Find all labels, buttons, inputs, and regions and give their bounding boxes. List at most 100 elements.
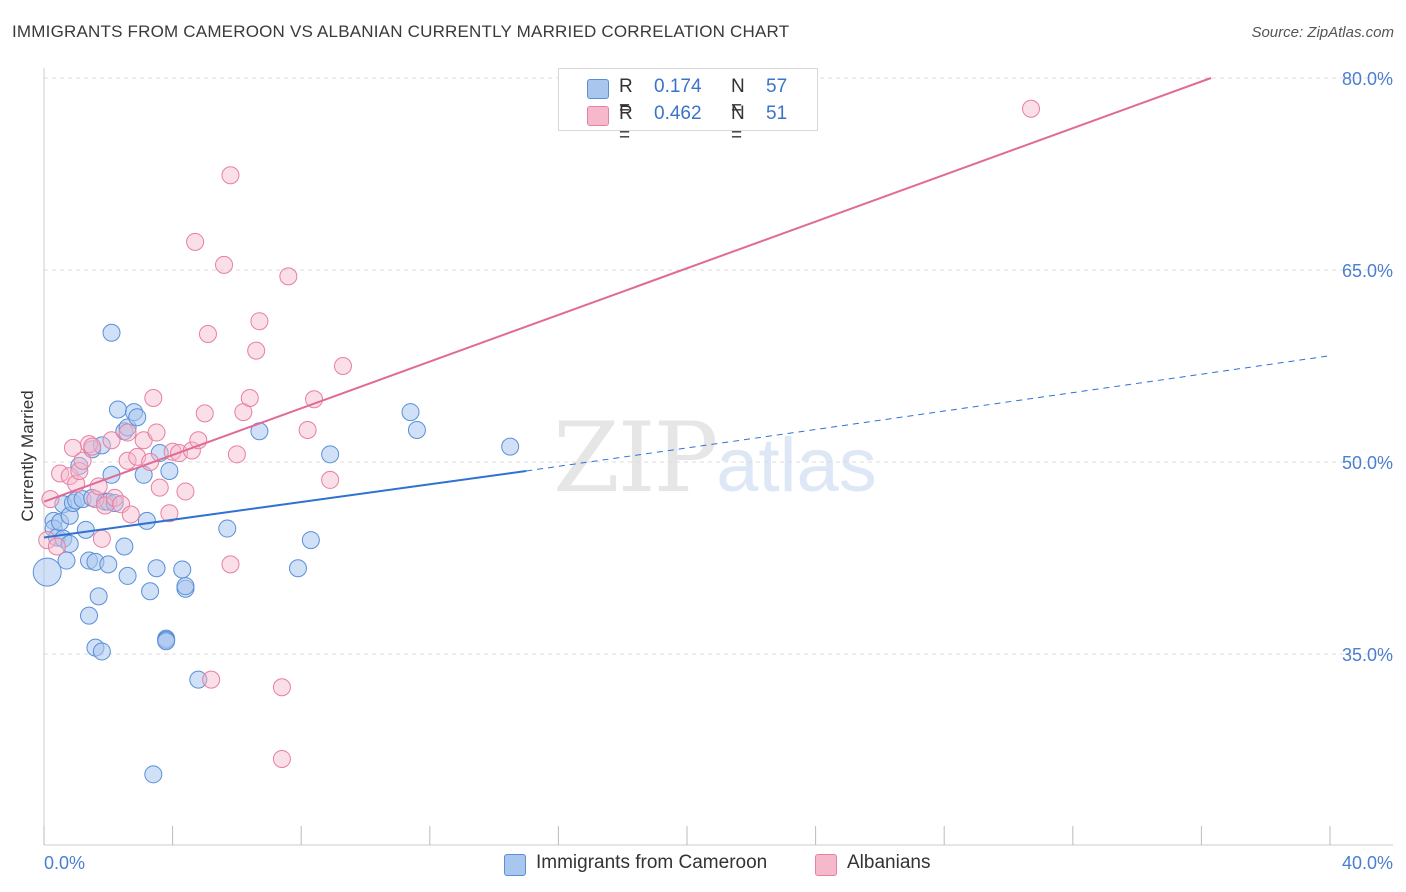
cameroon-trend-extension (526, 355, 1331, 472)
albanian-point (141, 453, 160, 471)
albanian-point (305, 390, 324, 409)
legend-r-label: R = (619, 103, 633, 146)
cameroon-point (92, 436, 111, 455)
cameroon-point (301, 531, 320, 550)
cameroon-point (189, 670, 208, 689)
albanian-point (118, 451, 137, 470)
albanian-point (195, 404, 214, 423)
albanian-point (73, 451, 92, 470)
watermark-atlas: atlas (716, 423, 877, 508)
cameroon-point (157, 632, 176, 651)
cameroon-point (115, 537, 134, 556)
albanian-trend-line (43, 77, 1212, 503)
legend-n-value: 51 (766, 103, 788, 124)
albanian-point (298, 421, 317, 439)
cameroon-point (92, 642, 111, 661)
legend-n-label: N = (731, 103, 745, 146)
cameroon-point (137, 511, 156, 530)
bottom-legend-swatch-pink (815, 854, 837, 876)
cameroon-point (144, 765, 163, 784)
albanian-point (221, 166, 240, 185)
albanian-points (38, 99, 1041, 768)
albanian-point (247, 341, 266, 360)
source-label: Source: ZipAtlas.com (1251, 24, 1394, 41)
legend-r-value: 0.174 (654, 76, 702, 97)
chart-title: IMMIGRANTS FROM CAMEROON VS ALBANIAN CUR… (12, 22, 790, 41)
legend-n-value: 57 (766, 76, 788, 97)
albanian-point (272, 678, 291, 697)
albanian-point (279, 267, 298, 286)
x-tick-label: 0.0% (44, 853, 85, 873)
albanian-point (144, 389, 163, 407)
albanian-point (102, 431, 121, 450)
cameroon-point (102, 323, 121, 342)
albanian-point (202, 670, 221, 689)
albanian-point (70, 461, 89, 480)
cameroon-point (89, 587, 108, 606)
albanian-point (198, 325, 217, 343)
cameroon-point (80, 606, 99, 625)
albanian-point (96, 496, 115, 515)
albanian-point (321, 470, 340, 489)
albanian-point (176, 482, 195, 501)
albanian-point (92, 529, 111, 548)
albanian-point (160, 504, 179, 523)
x-tick-label: 40.0% (1342, 853, 1393, 873)
albanian-point (240, 389, 259, 407)
bottom-legend-label: Albanians (847, 852, 931, 873)
cameroon-trend-line (43, 469, 527, 539)
legend-swatch-blue (587, 79, 609, 99)
cameroon-point (218, 519, 237, 538)
bottom-legend-label: Immigrants from Cameroon (536, 852, 768, 873)
cameroon-point (173, 560, 192, 579)
cameroon-point (118, 566, 137, 585)
cameroon-points (32, 323, 520, 784)
cameroon-point (141, 582, 160, 601)
albanian-point (227, 445, 246, 464)
albanian-point (89, 477, 108, 496)
cameroon-point (76, 520, 95, 539)
albanian-point (150, 478, 169, 497)
y-tick-label: 50.0% (1342, 453, 1393, 473)
bottom-legend-swatch-blue (504, 854, 526, 876)
albanian-point (1022, 99, 1041, 118)
tick-labels: 35.0% 50.0% 65.0% 80.0% 0.0% 40.0% (44, 69, 1393, 873)
cameroon-point (128, 408, 147, 427)
cameroon-point (407, 421, 426, 439)
y-tick-label: 80.0% (1342, 69, 1393, 89)
albanian-point (221, 555, 240, 574)
albanian-point (118, 423, 137, 442)
cameroon-point (160, 461, 179, 480)
axes (43, 68, 1393, 846)
albanian-point (250, 312, 269, 331)
albanian-point (60, 467, 79, 486)
albanian-point (80, 435, 99, 454)
albanian-point (333, 357, 352, 375)
cameroon-point (147, 559, 166, 578)
cameroon-point (176, 577, 195, 596)
albanian-point (186, 232, 205, 251)
cameroon-point (99, 555, 118, 574)
albanian-point (272, 749, 291, 768)
watermark-zip: ZIP (553, 402, 718, 514)
legend-swatch-pink (587, 106, 609, 126)
cameroon-point (288, 559, 307, 578)
cameroon-point (501, 437, 520, 456)
albanian-point (215, 255, 234, 274)
y-tick-label: 35.0% (1342, 645, 1393, 665)
watermark: ZIPatlas (553, 402, 877, 514)
grid-lines (44, 77, 1393, 655)
trend-lines (43, 77, 1331, 539)
legend-r-value: 0.462 (654, 103, 702, 124)
legend-n-label: N = (731, 76, 745, 119)
cameroon-point (108, 400, 127, 419)
correlation-legend: R = 0.174 N = 57 R = 0.462 N = 51 (558, 68, 818, 146)
y-tick-label: 65.0% (1342, 261, 1393, 281)
albanian-point (147, 423, 166, 442)
albanian-point (121, 505, 140, 524)
cameroon-point (32, 557, 62, 587)
legend-r-label: R = (619, 76, 633, 119)
albanian-point (47, 537, 66, 556)
y-axis-label: Currently Married (18, 390, 37, 521)
